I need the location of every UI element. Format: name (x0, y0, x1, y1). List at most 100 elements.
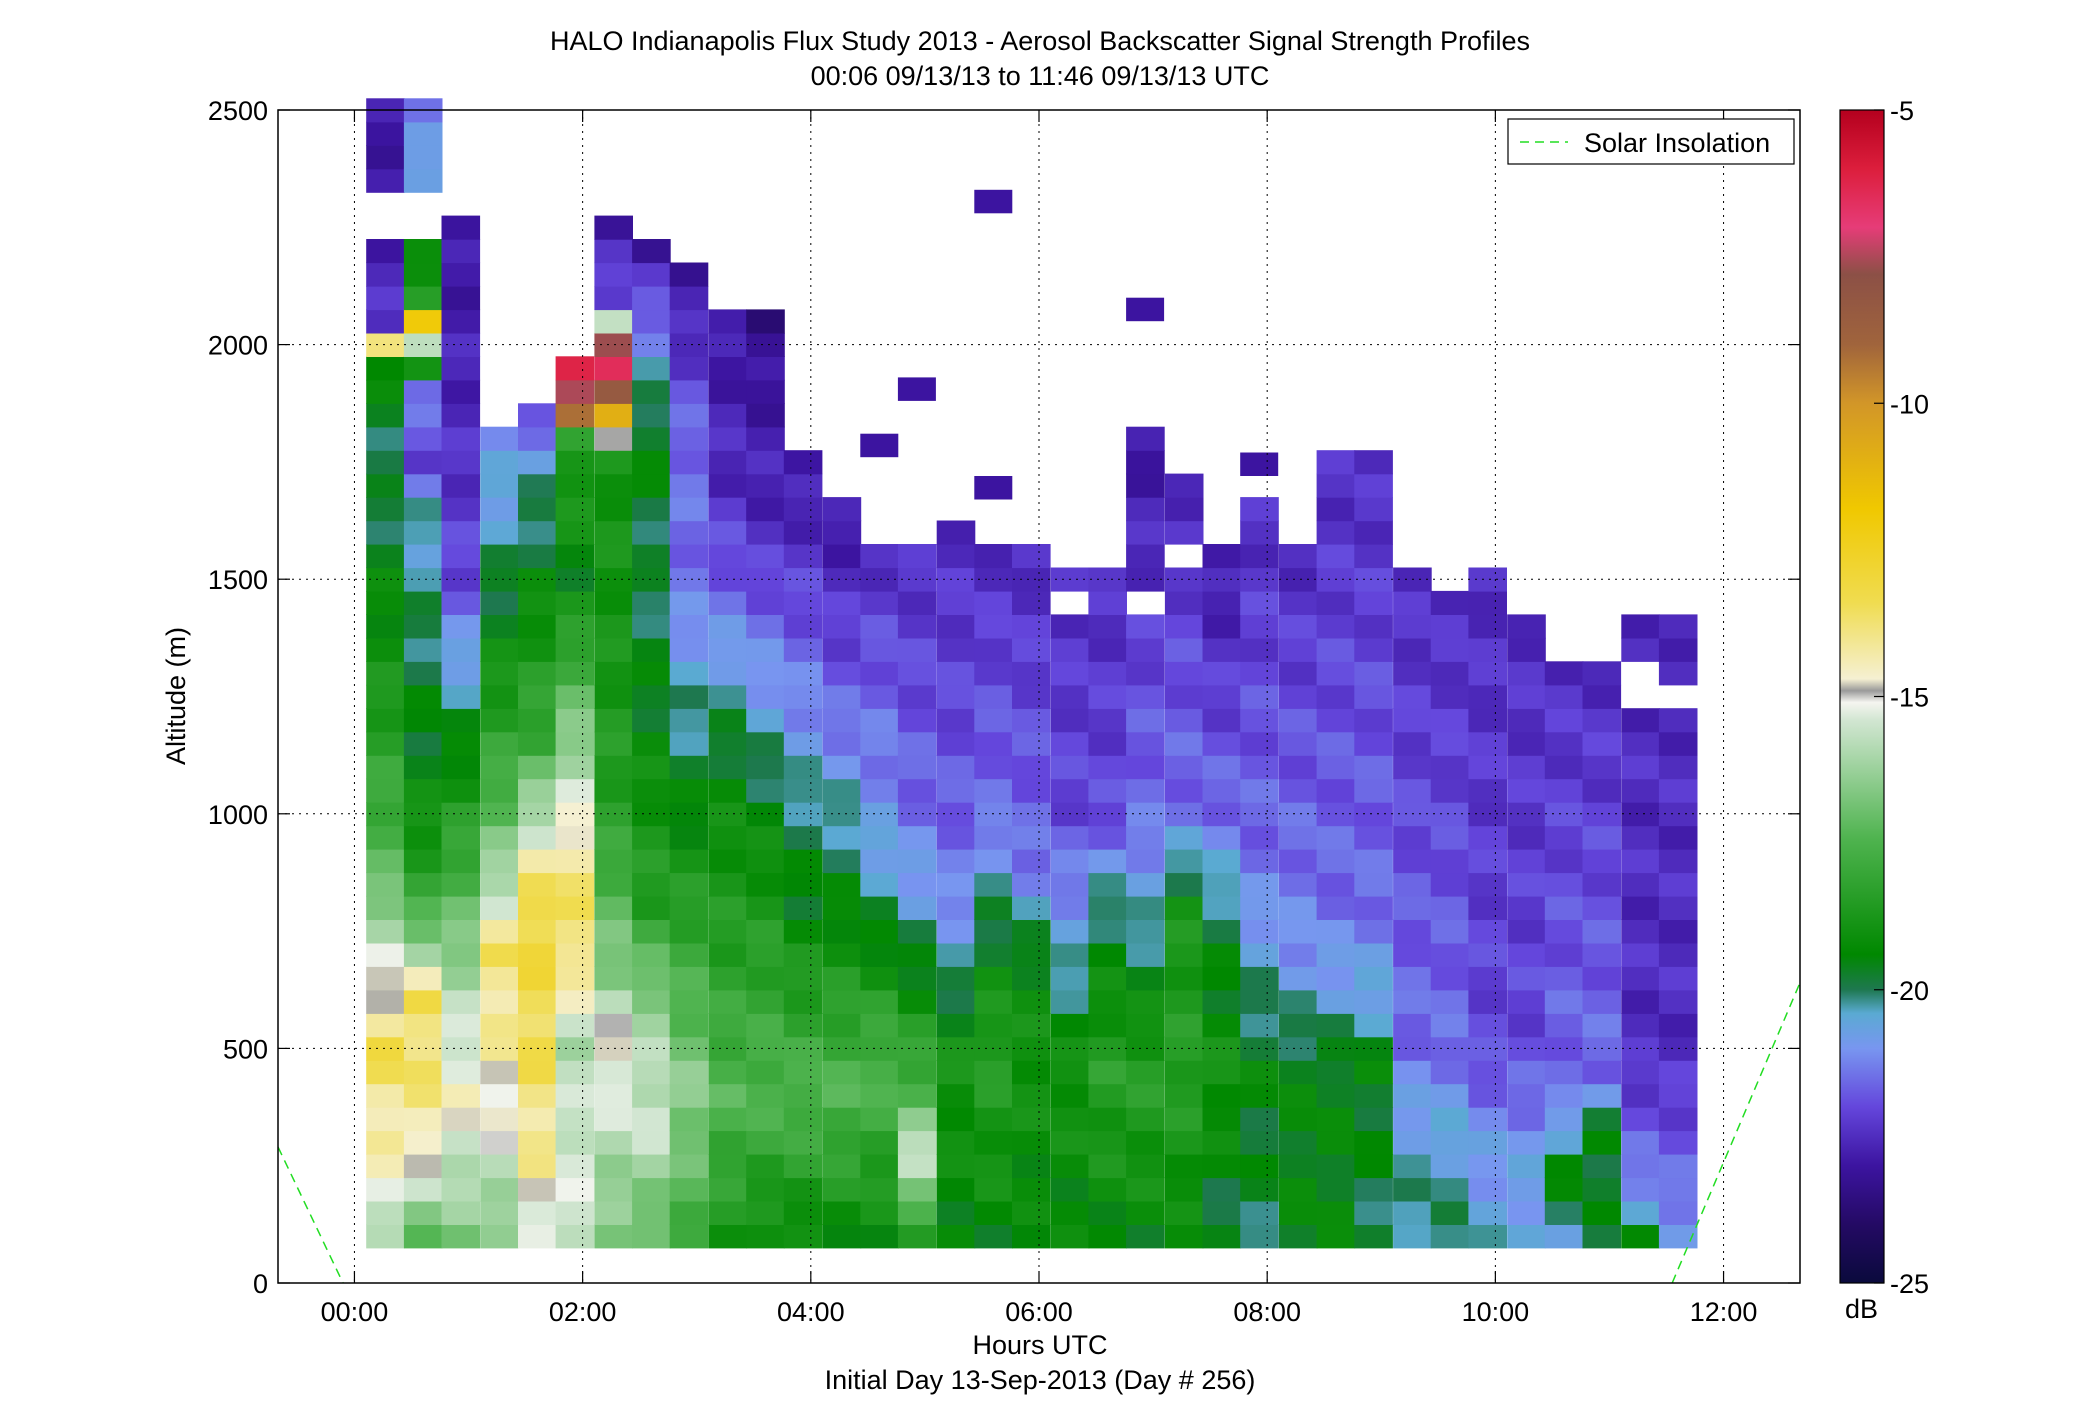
heatmap-cell (822, 1177, 862, 1202)
heatmap-cell (1430, 1036, 1470, 1061)
heatmap-cell (632, 262, 671, 287)
heatmap-cell (441, 966, 481, 991)
heatmap-cell (1658, 731, 1698, 756)
heatmap-cell (1088, 684, 1127, 709)
heatmap-cell (936, 731, 976, 756)
heatmap-cell (974, 755, 1013, 780)
heatmap-cell (1507, 731, 1546, 756)
heatmap-cell (1202, 942, 1242, 967)
heatmap-cell (1126, 1107, 1165, 1132)
heatmap-cell (1164, 895, 1204, 920)
heatmap-cell (1164, 989, 1204, 1014)
heatmap-cell (746, 379, 785, 404)
heatmap-cell (936, 1013, 976, 1038)
heatmap-cell (1202, 590, 1242, 615)
heatmap-cell (1316, 872, 1356, 897)
heatmap-cell (1582, 1060, 1622, 1085)
heatmap-cell (555, 1177, 595, 1202)
heatmap-cell (403, 1013, 443, 1038)
heatmap-cell (441, 544, 481, 569)
heatmap-cell (1088, 872, 1127, 897)
heatmap-cell (1279, 684, 1318, 709)
heatmap-cell (1240, 520, 1279, 545)
heatmap-cell (1316, 1013, 1356, 1038)
heatmap-cell (822, 708, 862, 733)
heatmap-cell (403, 755, 443, 780)
heatmap-cell (1012, 731, 1051, 756)
heatmap-cell (555, 1154, 595, 1179)
heatmap-cell (632, 1130, 671, 1155)
heatmap-cell (480, 802, 519, 827)
heatmap-cell (366, 473, 405, 498)
heatmap-cell (632, 708, 671, 733)
heatmap-cell (1316, 1200, 1356, 1225)
heatmap-cell (1050, 872, 1090, 897)
heatmap-cell (897, 1177, 937, 1202)
heatmap-cell (441, 497, 481, 522)
heatmap-cell (1050, 1107, 1090, 1132)
heatmap-cell (1658, 942, 1698, 967)
heatmap-cell (1621, 1036, 1660, 1061)
heatmap-cell (480, 895, 519, 920)
heatmap-cell (1354, 520, 1393, 545)
heatmap-cell (936, 1177, 976, 1202)
heatmap-cell (1621, 778, 1660, 803)
heatmap-cell (403, 379, 443, 404)
heatmap-cell (1316, 1083, 1356, 1108)
heatmap-cell (594, 403, 633, 428)
heatmap-cell (1164, 1013, 1204, 1038)
heatmap-cell (1088, 1177, 1127, 1202)
heatmap-cell (1507, 895, 1546, 920)
heatmap-cell (1279, 1013, 1318, 1038)
heatmap-cell (1507, 919, 1546, 944)
heatmap-cell (1507, 1013, 1546, 1038)
heatmap-cell (1582, 872, 1622, 897)
heatmap-cell (1088, 1013, 1127, 1038)
heatmap-cell (366, 520, 405, 545)
heatmap-cell (708, 590, 748, 615)
heatmap-cell (822, 778, 862, 803)
heatmap-cell (480, 825, 519, 850)
heatmap-cell (746, 942, 785, 967)
heatmap-cell (518, 1013, 557, 1038)
heatmap-cell (1507, 1130, 1546, 1155)
heatmap-cell (1126, 1013, 1165, 1038)
heatmap-cell (1393, 919, 1432, 944)
heatmap-cell (594, 1177, 633, 1202)
colorbar: -5 -10 -15 -20 -25 dB (1839, 96, 1929, 1324)
heatmap-cell (783, 661, 823, 686)
heatmap-cell (1088, 1107, 1127, 1132)
heatmap-cell (1126, 731, 1165, 756)
heatmap-cell (1164, 1130, 1204, 1155)
heatmap-cell (1621, 1200, 1660, 1225)
heatmap-cell (897, 1130, 937, 1155)
heatmap-cell (1126, 989, 1165, 1014)
heatmap-cell (366, 1130, 405, 1155)
solar-insolation-line (1671, 982, 1801, 1284)
heatmap-cell (1316, 1177, 1356, 1202)
heatmap-cell (1279, 614, 1318, 639)
heatmap-cell (1279, 825, 1318, 850)
heatmap-cell (897, 942, 937, 967)
heatmap-cell (746, 1177, 785, 1202)
heatmap-cell (366, 403, 405, 428)
heatmap-cell (1202, 802, 1242, 827)
heatmap-cell (936, 1107, 976, 1132)
heatmap-cell (746, 778, 785, 803)
heatmap-cell (555, 379, 595, 404)
heatmap-cell (708, 544, 748, 569)
heatmap-cell (860, 684, 899, 709)
heatmap-cell (403, 919, 443, 944)
heatmap-cell (974, 661, 1013, 686)
heatmap-cell (366, 661, 405, 686)
heatmap-cell (669, 497, 709, 522)
heatmap-cell (897, 825, 937, 850)
heatmap-cell (1164, 1060, 1204, 1085)
heatmap-cell (1240, 849, 1279, 874)
heatmap-cell (1430, 614, 1470, 639)
heatmap-cell (1088, 778, 1127, 803)
heatmap-cell (708, 450, 748, 475)
heatmap-cell (1050, 1013, 1090, 1038)
heatmap-cell (897, 377, 936, 401)
heatmap-cell (1468, 755, 1507, 780)
